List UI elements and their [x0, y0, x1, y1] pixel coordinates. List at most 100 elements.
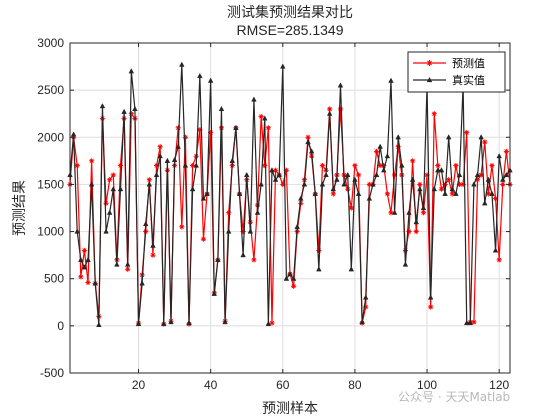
data-point	[103, 228, 109, 234]
data-point	[503, 171, 510, 178]
data-point	[78, 256, 84, 262]
data-point	[121, 108, 127, 114]
data-point	[464, 129, 470, 136]
data-point	[89, 158, 95, 164]
data-point	[388, 77, 394, 83]
data-point	[413, 228, 419, 235]
data-point	[164, 157, 171, 163]
data-point	[388, 210, 394, 216]
series-layer	[67, 61, 513, 327]
data-point	[446, 177, 452, 183]
data-point	[197, 127, 203, 133]
data-point	[261, 115, 268, 121]
data-point	[467, 319, 474, 326]
data-point	[186, 319, 192, 326]
axis-ticks: -500 0 500 1000 1500 2000 2500 3000 20 40 60 80 100 1…	[37, 36, 510, 392]
data-point	[337, 82, 344, 88]
data-point	[327, 106, 333, 112]
data-point	[157, 144, 163, 150]
data-point	[107, 177, 113, 183]
data-point	[283, 167, 289, 173]
legend-box	[407, 51, 506, 93]
data-point	[478, 172, 484, 178]
data-point	[319, 162, 326, 169]
data-point	[190, 162, 196, 169]
data-point	[503, 148, 509, 155]
data-point	[74, 162, 80, 169]
y-tick-label: 3000	[37, 36, 64, 50]
data-point	[453, 190, 459, 196]
data-point	[218, 105, 225, 112]
data-point	[280, 181, 286, 188]
data-point	[337, 106, 344, 112]
data-point	[420, 204, 427, 211]
data-point	[366, 181, 372, 188]
y-tick-label: 2500	[37, 83, 64, 97]
data-point	[485, 191, 491, 197]
data-point	[110, 186, 117, 192]
data-point	[258, 113, 264, 120]
data-point	[226, 210, 232, 216]
data-point	[496, 257, 502, 263]
y-tick-label: 0	[57, 319, 64, 333]
x-tick-label: 100	[417, 378, 437, 392]
data-point	[272, 176, 279, 182]
data-point	[171, 156, 178, 162]
data-point	[197, 72, 203, 79]
data-point	[290, 275, 297, 281]
data-point	[406, 228, 412, 235]
x-tick-label: 120	[489, 378, 509, 392]
legend-label: 预测值	[452, 57, 485, 70]
data-point	[276, 171, 282, 178]
data-point	[70, 131, 77, 137]
data-point	[117, 162, 124, 169]
data-point	[435, 162, 441, 169]
legend-star-marker	[426, 60, 433, 66]
data-point	[298, 195, 304, 201]
data-point	[305, 134, 311, 140]
legend-item: 预测值	[413, 57, 485, 70]
data-point	[240, 252, 246, 258]
data-point	[251, 257, 257, 263]
data-point	[128, 111, 134, 117]
data-point	[175, 143, 181, 149]
x-axis-label: 预测样本	[262, 401, 318, 417]
chart-title: 测试集预测结果对比	[227, 4, 353, 21]
data-point	[352, 176, 358, 182]
data-point	[344, 171, 351, 178]
data-point	[355, 172, 362, 178]
y-tick-label: 500	[44, 272, 64, 286]
data-point	[482, 139, 488, 145]
data-point	[78, 274, 84, 280]
y-axis-label: 预测结果	[12, 180, 28, 236]
data-point	[132, 105, 138, 112]
data-point	[265, 125, 271, 131]
data-point	[373, 148, 380, 155]
data-point	[269, 167, 275, 173]
legend-label: 真实值	[452, 73, 485, 87]
data-point	[489, 162, 495, 169]
data-point	[222, 318, 228, 325]
data-point	[463, 319, 470, 326]
y-tick-label: 1500	[37, 177, 64, 191]
data-point	[413, 219, 419, 225]
data-point	[211, 290, 218, 296]
data-point	[291, 283, 297, 289]
data-point	[438, 167, 445, 173]
data-point	[449, 186, 456, 192]
data-point	[341, 181, 347, 187]
data-point	[359, 318, 365, 325]
data-point	[308, 148, 315, 154]
data-point	[81, 264, 88, 270]
data-point	[391, 172, 398, 178]
data-point	[428, 304, 434, 310]
data-point	[377, 162, 383, 169]
data-point	[316, 266, 322, 272]
data-point	[456, 181, 463, 188]
data-point	[240, 228, 246, 235]
data-point	[229, 157, 236, 163]
data-point	[146, 177, 152, 183]
data-point	[280, 63, 286, 69]
data-point	[225, 228, 232, 234]
data-point	[85, 256, 91, 262]
